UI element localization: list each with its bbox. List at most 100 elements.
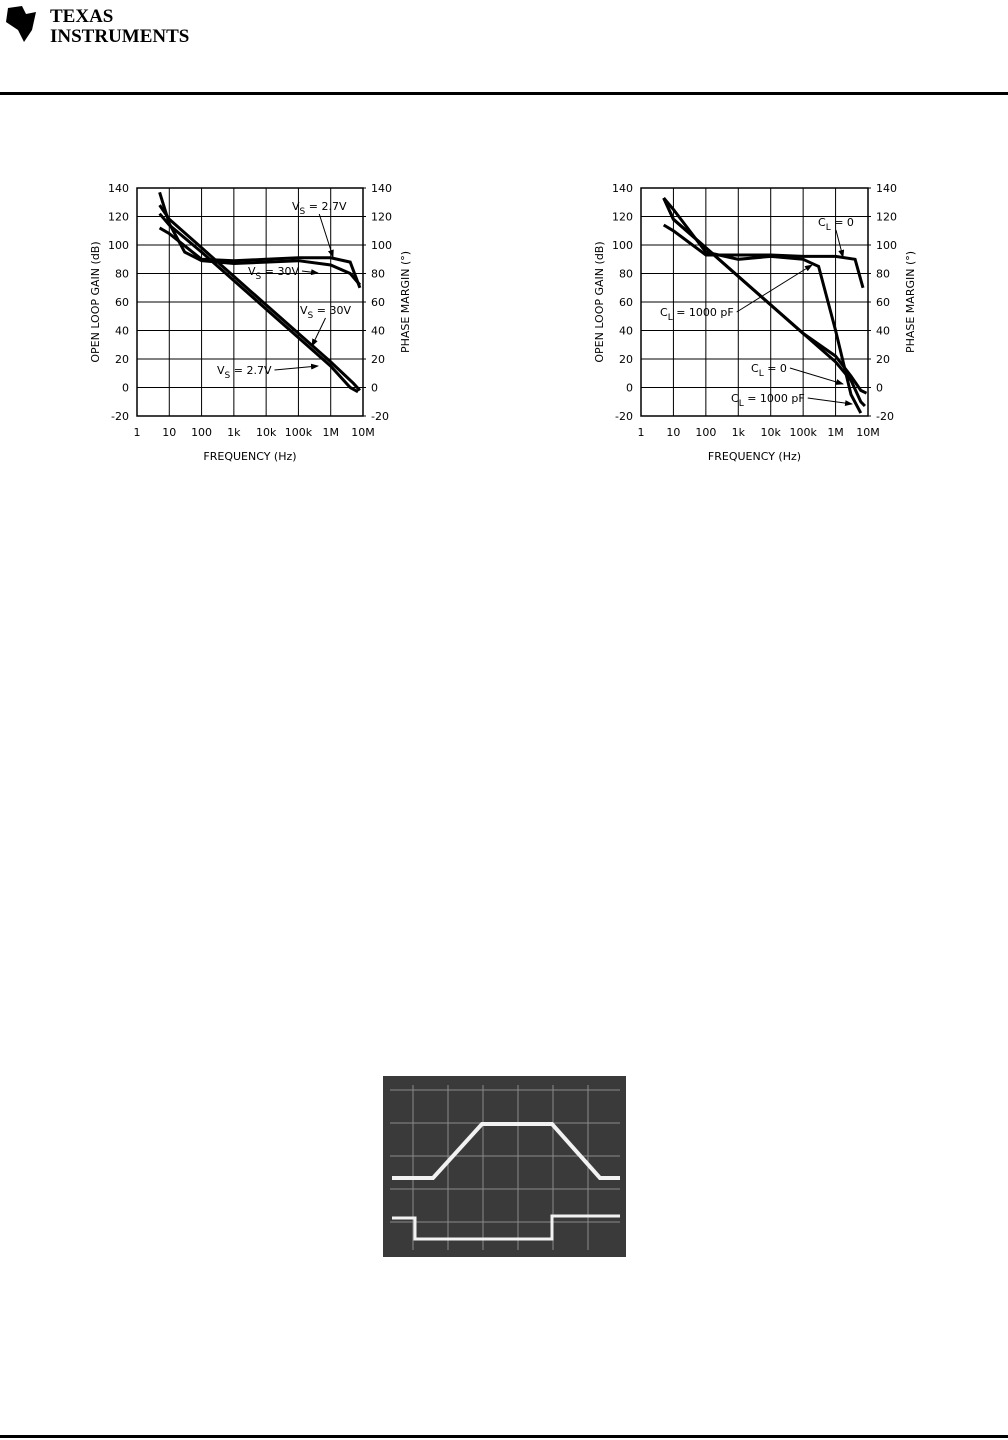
- annotation: CL = 1000 pF: [731, 392, 805, 409]
- y2-tick-label: 140: [371, 182, 392, 195]
- oscilloscope-image: [383, 1076, 626, 1257]
- x-tick-label: 1M: [827, 426, 844, 439]
- y2-tick-label: 100: [876, 239, 897, 252]
- x-tick-label: 10M: [856, 426, 880, 439]
- annotation-main: V: [300, 304, 308, 317]
- y2-tick-label: 40: [371, 325, 385, 338]
- annotation-arrow: [736, 264, 813, 313]
- y2-tick-label: 0: [371, 382, 378, 395]
- y-tick-label: 60: [115, 296, 129, 309]
- x-tick-label: 1k: [732, 426, 746, 439]
- y2-tick-label: 60: [876, 296, 890, 309]
- logo: TEXAS INSTRUMENTS: [6, 6, 189, 47]
- annotation-sub: L: [826, 223, 831, 233]
- y-tick-label: 140: [612, 182, 633, 195]
- annotation-sub: S: [256, 272, 262, 282]
- annotation-sub: S: [300, 207, 306, 217]
- y-tick-label: 100: [612, 239, 633, 252]
- annotation: VS = 30V: [248, 265, 299, 282]
- annotation-arrow: [807, 397, 853, 407]
- annotation-main: V: [248, 265, 256, 278]
- x-tick-label: 100k: [285, 426, 313, 439]
- y-tick-label: 80: [619, 268, 633, 281]
- y2-tick-label: 20: [876, 353, 890, 366]
- y-tick-label: 20: [619, 353, 633, 366]
- logo-text: INSTRUMENTS: [50, 26, 189, 47]
- x-tick-label: 1k: [227, 426, 241, 439]
- x-tick-label: 100: [695, 426, 716, 439]
- series-line: [662, 197, 863, 414]
- y-tick-label: 120: [108, 211, 129, 224]
- x-tick-label: 1: [638, 426, 645, 439]
- y-tick-label: 40: [619, 325, 633, 338]
- y-tick-label: 40: [115, 325, 129, 338]
- y2-tick-label: 120: [371, 211, 392, 224]
- x-tick-label: 10: [666, 426, 680, 439]
- y-tick-label: 20: [115, 353, 129, 366]
- series-line: [662, 197, 866, 408]
- x-axis-label: FREQUENCY (Hz): [708, 450, 801, 463]
- annotation-rest: = 0: [764, 362, 787, 375]
- y-tick-label: 0: [626, 382, 633, 395]
- annotation-arrow: [274, 363, 319, 371]
- annotation-sub: S: [308, 311, 314, 321]
- annotation-main: C: [818, 216, 826, 229]
- footer-rule: [0, 1435, 1008, 1438]
- annotation: VS = 2.7V: [217, 364, 272, 381]
- annotation-rest: = 30V: [261, 265, 299, 278]
- x-tick-label: 10: [162, 426, 176, 439]
- y-tick-label: 140: [108, 182, 129, 195]
- chart: -20 0 20 40 60 80 100 120 140 -20 0 20 40 60 80 100 120 1…: [89, 182, 412, 463]
- annotation-arrow: [318, 213, 334, 258]
- annotation-main: C: [751, 362, 759, 375]
- y2-tick-label: -20: [876, 410, 894, 423]
- x-tick-label: 10k: [761, 426, 782, 439]
- y-axis-label: OPEN LOOP GAIN (dB): [593, 241, 606, 362]
- y2-tick-label: 20: [371, 353, 385, 366]
- x-tick-label: 10k: [256, 426, 277, 439]
- annotation: CL = 1000 pF: [660, 306, 734, 323]
- x-tick-label: 100k: [789, 426, 817, 439]
- annotation-rest: = 30V: [313, 304, 351, 317]
- annotation-arrow: [789, 367, 844, 385]
- annotation-rest: = 1000 pF: [744, 392, 805, 405]
- y2-tick-label: -20: [371, 410, 389, 423]
- y2-tick-label: 40: [876, 325, 890, 338]
- annotation-rest: = 2.7V: [305, 200, 347, 213]
- header-rule: [0, 92, 1008, 95]
- series-line: [158, 212, 359, 394]
- annotation-arrow: [835, 229, 845, 258]
- y-tick-label: 120: [612, 211, 633, 224]
- logo-text: TEXAS: [50, 6, 113, 27]
- series-line: [158, 191, 362, 286]
- annotation-rest: = 0: [831, 216, 854, 229]
- y2-tick-label: 140: [876, 182, 897, 195]
- annotation: VS = 30V: [300, 304, 351, 321]
- y2-tick-label: 80: [371, 268, 385, 281]
- annotation-arrow: [311, 317, 326, 347]
- x-tick-label: 100: [191, 426, 212, 439]
- annotation-main: C: [731, 392, 739, 405]
- y-tick-label: -20: [111, 410, 129, 423]
- annotation: CL = 0: [751, 362, 787, 379]
- series-line: [158, 204, 362, 392]
- y2-tick-label: 60: [371, 296, 385, 309]
- y-tick-label: 100: [108, 239, 129, 252]
- x-axis-label: FREQUENCY (Hz): [203, 450, 296, 463]
- annotation-main: V: [292, 200, 300, 213]
- y2-axis-label: PHASE MARGIN (°): [904, 251, 917, 353]
- annotation-arrow: [301, 269, 319, 276]
- annotation-sub: L: [668, 313, 673, 323]
- y2-tick-label: 120: [876, 211, 897, 224]
- y-axis-label: OPEN LOOP GAIN (dB): [89, 241, 102, 362]
- annotation-sub: L: [759, 369, 764, 379]
- annotation: CL = 0: [818, 216, 854, 233]
- plot-frame: [136, 187, 364, 417]
- annotation: VS = 2.7V: [292, 200, 347, 217]
- x-tick-label: 1M: [322, 426, 339, 439]
- annotation-sub: S: [225, 371, 231, 381]
- y2-axis-label: PHASE MARGIN (°): [399, 251, 412, 353]
- y2-tick-label: 0: [876, 382, 883, 395]
- y-tick-label: -20: [615, 410, 633, 423]
- chart: -20 0 20 40 60 80 100 120 140 -20 0 20 40 60 80 100 120 1…: [593, 182, 917, 463]
